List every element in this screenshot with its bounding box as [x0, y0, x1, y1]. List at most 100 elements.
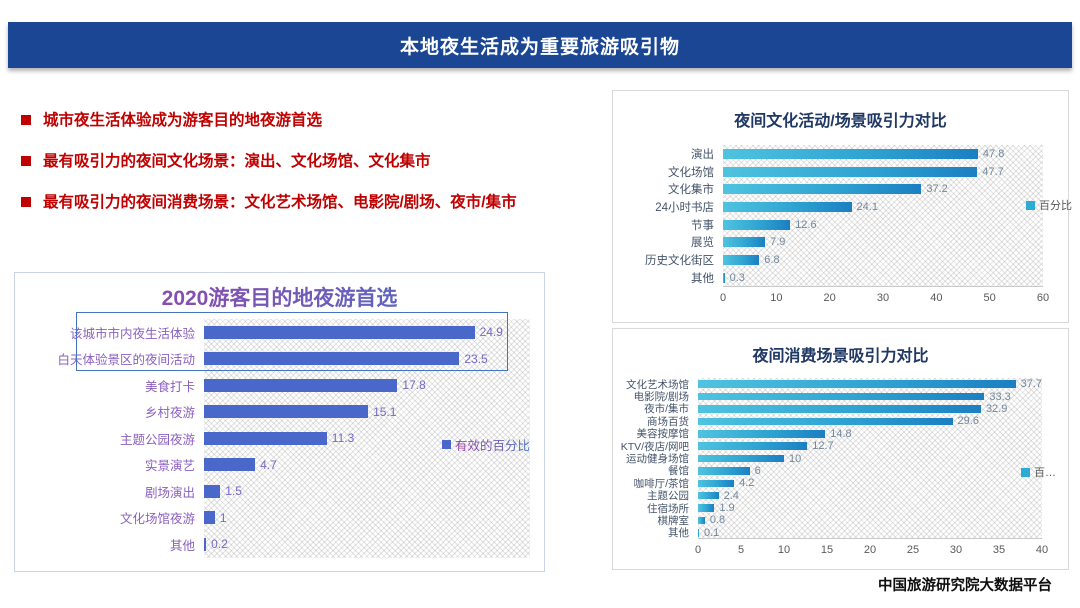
bar — [698, 442, 808, 450]
value-label: 15.1 — [373, 404, 397, 419]
bar-zone: 4.2 — [698, 477, 1042, 489]
chart-card-night-culture: 夜间文化活动/场景吸引力对比 演出 47.8 文化场馆 47.7 文化集市 37.2 24小… — [612, 90, 1072, 323]
category-label: 运动健身场馆 — [626, 453, 689, 466]
category-label: 24小时书店 — [655, 201, 714, 214]
value-label: 32.9 — [985, 402, 1008, 415]
bar-chart: 该城市市内夜生活体验 24.9 白天体验景区的夜间活动 23.5 美食打卡 17.8 乡村夜… — [15, 312, 544, 558]
x-tick-label: 30 — [876, 291, 890, 304]
x-tick-label: 40 — [930, 291, 943, 304]
chart-card-night-consumption: 夜间消费场景吸引力对比 文化艺术场馆 37.7 电影院/剧场 33.3 夜市/集市 32.… — [612, 328, 1069, 570]
chart-row: 其他 0.1 — [613, 527, 1068, 540]
chart-title: 夜间消费场景吸引力对比 — [752, 348, 929, 365]
category-label: 历史文化街区 — [645, 254, 714, 267]
chart-row: 主题公园 2.4 — [613, 490, 1068, 503]
chart-card-destination-night-preference: 2020游客目的地夜游首选 该城市市内夜生活体验 24.9 白天体验景区的夜间活动 2… — [14, 272, 545, 572]
category-label: 餐馆 — [668, 465, 689, 478]
page-title: 本地夜生活成为重要旅游吸引物 — [399, 36, 680, 58]
category-label: KTV/夜店/网吧 — [620, 440, 689, 453]
bar-zone: 47.8 — [723, 148, 1043, 160]
chart-row: 商场百货 29.6 — [613, 415, 1068, 428]
value-label: 0.2 — [211, 537, 228, 552]
x-tick-label: 0 — [719, 291, 727, 304]
chart-rows: 演出 47.8 文化场馆 47.7 文化集市 37.2 24小时书店 24.1 节事 12.6 展览… — [613, 145, 1068, 287]
legend-swatch-icon — [441, 440, 451, 449]
value-label: 7.9 — [770, 236, 786, 249]
x-tick-label: 60 — [1036, 291, 1050, 304]
value-label: 4.7 — [260, 457, 277, 472]
chart-row: 其他 0.2 — [15, 531, 544, 558]
bar-zone: 0.2 — [204, 537, 530, 551]
bar-zone: 32.9 — [698, 403, 1042, 415]
category-label: 文化场馆夜游 — [119, 512, 195, 527]
category-label: 文化集市 — [668, 184, 714, 197]
bullet-text: 最有吸引力的夜间文化场景：演出、文化场馆、文化集市 — [43, 153, 431, 170]
bullet-point: 最有吸引力的夜间消费场景：文化艺术场馆、电影院/剧场、夜市/集市 — [13, 182, 591, 223]
value-label: 4.2 — [739, 477, 755, 490]
data-source-label: 中国旅游研究院大数据平台 — [878, 578, 1052, 594]
bar-chart: 文化艺术场馆 37.7 电影院/剧场 33.3 夜市/集市 32.9 商场百货 29.6 美容按… — [613, 378, 1068, 559]
chart-row: 文化场馆夜游 1 — [15, 505, 544, 532]
bar-zone: 37.2 — [723, 183, 1043, 195]
x-tick-label: 5 — [737, 544, 745, 557]
bar-zone: 2.4 — [698, 490, 1042, 502]
chart-row: 夜市/集市 32.9 — [613, 403, 1068, 416]
category-label: 主题公园夜游 — [119, 432, 195, 447]
x-tick-label: 50 — [983, 291, 996, 304]
value-label: 6.8 — [764, 253, 780, 266]
bar — [723, 201, 852, 212]
chart-row: 节事 12.6 — [613, 216, 1068, 234]
legend: 有效的百分比 — [441, 435, 530, 454]
category-label: 其他 — [691, 272, 714, 285]
x-tick-label: 10 — [777, 544, 791, 557]
chart-row: 美食打卡 17.8 — [15, 372, 544, 399]
value-label: 1 — [219, 510, 227, 525]
value-label: 37.7 — [1020, 378, 1042, 391]
chart-rows: 文化艺术场馆 37.7 电影院/剧场 33.3 夜市/集市 32.9 商场百货 29.6 美容按… — [613, 378, 1068, 539]
value-label: 47.8 — [982, 147, 1005, 160]
bar — [698, 417, 953, 426]
category-label: 白天体验景区的夜间活动 — [57, 353, 195, 368]
chart-row: 白天体验景区的夜间活动 23.5 — [15, 346, 544, 373]
bullet-square-icon — [21, 197, 31, 207]
category-label: 文化场馆 — [668, 166, 714, 179]
bar-zone: 6 — [698, 465, 1042, 477]
category-label: 其他 — [668, 527, 689, 540]
value-label: 10 — [789, 452, 802, 465]
bullet-square-icon — [21, 115, 31, 125]
bar — [698, 479, 735, 488]
chart-plot: 该城市市内夜生活体验 24.9 白天体验景区的夜间活动 23.5 美食打卡 17.8 乡村夜… — [15, 312, 544, 558]
bar-zone: 47.7 — [723, 166, 1043, 178]
legend-label: 有效的百分比 — [455, 435, 530, 454]
chart-row: 文化艺术场馆 37.7 — [613, 378, 1068, 391]
bar — [698, 392, 985, 401]
bar-zone: 0.1 — [698, 527, 1042, 539]
value-label: 12.7 — [812, 440, 834, 453]
chart-row: 历史文化街区 6.8 — [613, 251, 1068, 269]
header-bar: 本地夜生活成为重要旅游吸引物 — [8, 22, 1072, 68]
bar — [204, 405, 369, 419]
category-label: 演出 — [691, 148, 714, 161]
chart-row: 实景演艺 4.7 — [15, 452, 544, 479]
category-label: 剧场演出 — [144, 485, 195, 500]
bar-zone: 14.8 — [698, 428, 1042, 440]
chart-xaxis: 0 10 20 30 40 50 60 — [719, 287, 1049, 307]
bar-zone: 29.6 — [698, 415, 1042, 427]
chart-row: 美容按摩馆 14.8 — [613, 428, 1068, 441]
value-label: 0.3 — [729, 271, 745, 284]
chart-row: 展览 7.9 — [613, 233, 1068, 251]
bar — [698, 516, 705, 525]
bar-zone: 10 — [698, 453, 1042, 465]
legend-swatch-icon — [1021, 467, 1030, 477]
x-tick-label: 0 — [694, 544, 702, 557]
bar — [204, 378, 398, 392]
bar-zone: 1 — [204, 511, 530, 525]
x-tick-label: 25 — [906, 544, 920, 557]
chart-row: 演出 47.8 — [613, 145, 1068, 163]
chart-row: 电影院/剧场 33.3 — [613, 390, 1068, 404]
x-tick-label: 30 — [949, 544, 963, 557]
value-label: 6 — [754, 464, 761, 477]
category-label: 咖啡厅/茶馆 — [633, 477, 689, 490]
bar — [204, 352, 460, 366]
bar-zone: 37.7 — [698, 378, 1042, 390]
